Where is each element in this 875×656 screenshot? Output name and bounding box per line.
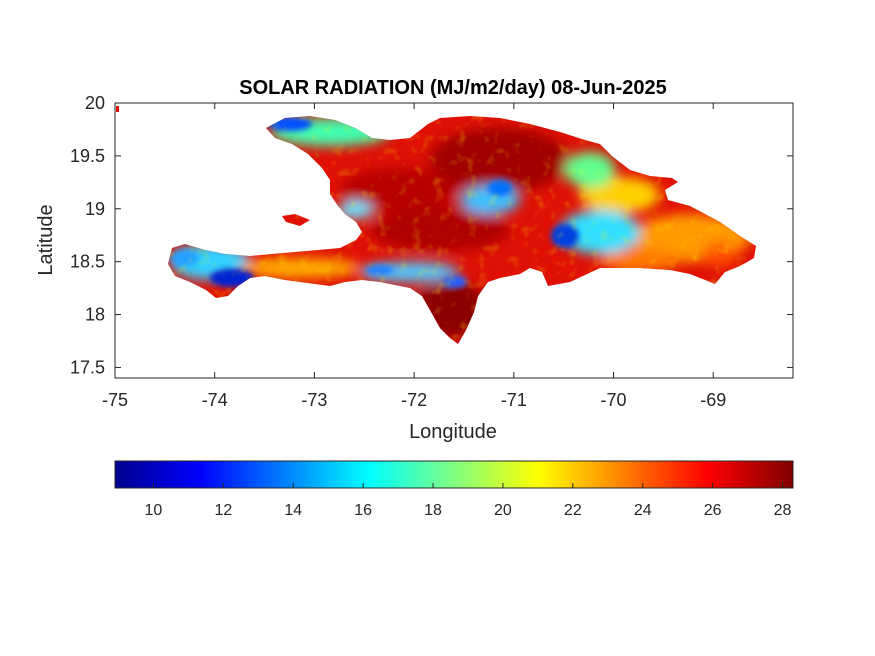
chart-title: SOLAR RADIATION (MJ/m2/day) 08-Jun-2025 <box>239 77 667 99</box>
colorbar-tick-label: 16 <box>354 502 372 519</box>
x-axis-label: Longitude <box>409 421 497 443</box>
colorbar-tick-label: 14 <box>284 502 302 519</box>
y-tick-label: 19.5 <box>70 146 105 166</box>
colorbar-tick-label: 28 <box>774 502 792 519</box>
y-tick-label: 18 <box>85 305 105 325</box>
x-tick-label: -73 <box>301 390 327 410</box>
colorbar-tick-label: 20 <box>494 502 512 519</box>
y-tick-label: 19 <box>85 199 105 219</box>
x-tick-label: -75 <box>102 390 128 410</box>
colorbar-tick-label: 18 <box>424 502 442 519</box>
colorbar-tick-label: 10 <box>145 502 163 519</box>
colorbar-ticks: 10 12 14 16 18 20 22 24 26 28 <box>145 483 792 519</box>
y-axis: 17.5 18 18.5 19 19.5 20 <box>70 93 793 377</box>
colorbar-tick-label: 26 <box>704 502 722 519</box>
y-tick-label: 20 <box>85 93 105 113</box>
y-tick-label: 17.5 <box>70 357 105 377</box>
x-axis: -75 -74 -73 -72 -71 -70 -69 <box>102 103 726 410</box>
x-tick-label: -74 <box>202 390 228 410</box>
y-tick-label: 18.5 <box>70 252 105 272</box>
x-tick-label: -69 <box>700 390 726 410</box>
x-tick-label: -72 <box>401 390 427 410</box>
colorbar-tick-label: 22 <box>564 502 582 519</box>
colorbar <box>114 460 794 489</box>
x-tick-label: -70 <box>601 390 627 410</box>
islet-marker <box>116 106 119 112</box>
y-axis-label: Latitude <box>35 204 57 275</box>
x-tick-label: -71 <box>501 390 527 410</box>
colorbar-tick-label: 24 <box>634 502 652 519</box>
colorbar-tick-label: 12 <box>214 502 232 519</box>
